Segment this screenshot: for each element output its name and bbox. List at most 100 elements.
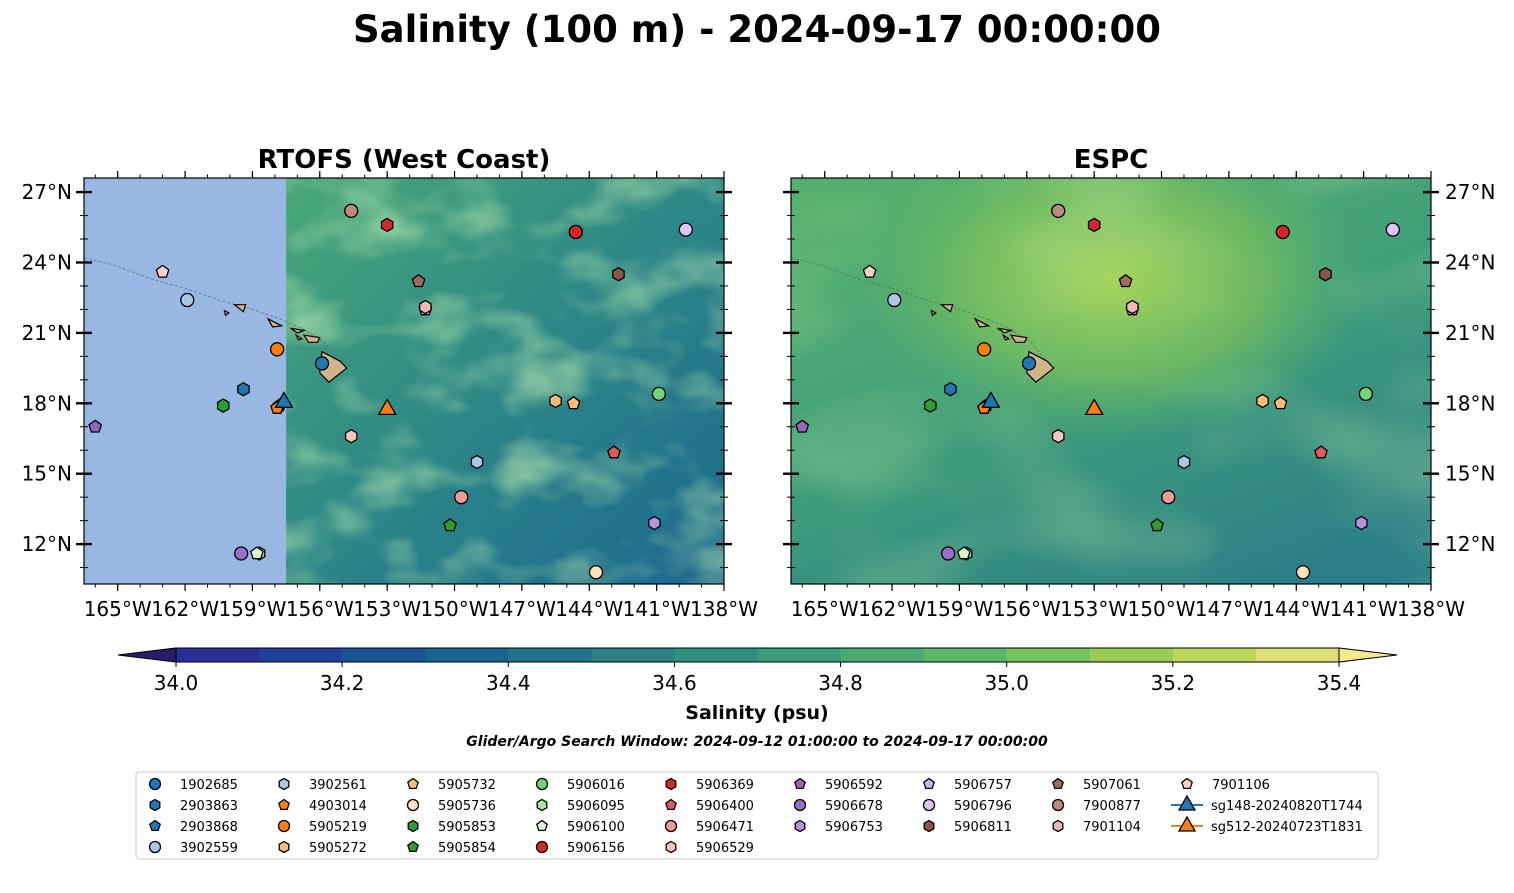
float-5906400-espc	[1314, 445, 1328, 459]
colorbar-bin	[1255, 648, 1340, 662]
legend-label: 2903863	[180, 799, 238, 814]
float-5905272-rtofs	[549, 393, 562, 409]
legend-marker-5906811	[923, 819, 935, 833]
lon-tick-label: 141°W	[1330, 597, 1398, 621]
colorbar-bin	[1006, 648, 1091, 662]
legend-label: 5906471	[696, 820, 754, 835]
legend-marker-5905272	[278, 840, 290, 854]
legend-label: 7901104	[1083, 820, 1141, 835]
glider-sg148-20240820T1744-espc	[981, 391, 1001, 408]
float-5906471-rtofs	[454, 490, 469, 505]
colorbar-outline	[175, 647, 1340, 663]
colorbar-high-extension	[1338, 647, 1398, 663]
legend-label: 3902559	[180, 841, 238, 856]
float-5906369-espc	[1087, 217, 1101, 233]
float-5905853-rtofs	[216, 398, 230, 413]
legend-marker-3902561	[278, 777, 290, 791]
lon-tick-label: 141°W	[623, 597, 691, 621]
legend-marker-5905219	[277, 819, 291, 833]
legend-marker-7900877	[1051, 798, 1065, 812]
lat-tick-label: 18°N	[1445, 391, 1495, 415]
legend-label: 5905219	[309, 820, 367, 835]
float-5906369-rtofs	[380, 217, 394, 233]
float-5906100-espc	[956, 546, 971, 560]
lat-tick-label: 24°N	[1445, 250, 1495, 274]
legend-label: 5906095	[567, 799, 625, 814]
search-window-note: Glider/Argo Search Window: 2024-09-12 01…	[466, 734, 1048, 750]
bathymetry-contour	[790, 257, 1052, 369]
float-5906811-espc	[1319, 266, 1332, 282]
legend-frame	[135, 771, 1379, 860]
legend-marker-5905732	[407, 777, 419, 790]
legend-marker-7901104	[1052, 819, 1064, 833]
legend-marker-5906471	[664, 819, 678, 833]
colorbar-bin	[508, 648, 592, 662]
legend-label: 5906811	[954, 820, 1012, 835]
legend-label: 5906529	[696, 841, 754, 856]
float-5906678-espc	[941, 546, 956, 561]
bathymetry-contour	[83, 257, 345, 369]
colorbar-bin	[674, 648, 758, 662]
island-1	[302, 334, 321, 343]
colorbar-tick-label: 35.4	[1317, 671, 1362, 695]
lat-tick-label: 18°N	[22, 391, 72, 415]
legend-marker-5906592	[794, 777, 806, 790]
glider-sg148-20240820T1744-rtofs	[274, 391, 294, 408]
lon-tick-label: 153°W	[1060, 597, 1128, 621]
legend-label: 4903014	[309, 799, 367, 814]
float-7901104-espc	[1126, 299, 1139, 315]
lon-tick-label: 153°W	[353, 597, 421, 621]
salinity-colorbar: 34.0 34.2 34.4 34.6 34.8 35.0 35.2 35.4	[117, 647, 1398, 695]
lat-tick-label: 21°N	[22, 321, 72, 345]
colorbar-tick-label: 35.2	[1151, 671, 1196, 695]
float-5906529-rtofs	[344, 428, 358, 444]
float-2903863-espc	[944, 381, 957, 397]
colorbar-bin	[840, 648, 925, 662]
legend-marker-sg148-20240820T1744	[1177, 794, 1197, 811]
glider-sg512-20240723T1831-rtofs	[377, 398, 397, 416]
lon-tick-label: 165°W	[791, 597, 859, 621]
float-5906471-espc	[1161, 490, 1176, 505]
right-panel-title: ESPC	[1074, 145, 1149, 175]
float-5906753-espc	[1355, 515, 1368, 531]
legend-label: 5905736	[438, 799, 496, 814]
legend-marker-5906400	[665, 798, 677, 811]
lon-tick-label: 144°W	[555, 597, 623, 621]
island-6	[1001, 333, 1011, 341]
lon-tick-label: 165°W	[84, 597, 152, 621]
legend-marker-5906016	[535, 777, 549, 791]
float-5905732-espc	[1273, 395, 1288, 410]
float-5906400-rtofs	[607, 445, 621, 459]
lon-tick-label: 147°W	[1195, 597, 1263, 621]
rtofs-axes: 165°W 162°W 159°W 156°W 153°W 150°W 147°W 144°W…	[22, 171, 758, 621]
legend-label: sg148-20240820T1744	[1211, 799, 1363, 814]
island-6	[294, 333, 304, 341]
float-5905272-espc	[1256, 393, 1269, 409]
float-5905736-espc	[1295, 565, 1311, 580]
float-5906016-espc	[1358, 386, 1374, 402]
island-4	[232, 304, 247, 313]
legend-marker-1902685	[148, 777, 162, 791]
legend-label: 5906369	[696, 778, 754, 793]
legend-label: 5906592	[825, 778, 883, 793]
espc-observations	[795, 203, 1400, 580]
rtofs-observations	[88, 203, 693, 580]
legend-marker-5905853	[407, 819, 419, 833]
lon-tick-label: 150°W	[421, 597, 489, 621]
lon-tick-label: 162°W	[858, 597, 926, 621]
lat-tick-label: 27°N	[1445, 180, 1495, 204]
float-5905736-rtofs	[588, 565, 604, 580]
espc-texture	[791, 178, 1431, 584]
float-3902561-rtofs	[470, 454, 484, 470]
rtofs-map: 165°W 162°W 159°W 156°W 153°W 150°W 147°W 144°W…	[22, 171, 758, 621]
legend-marker-5906796	[922, 798, 936, 812]
legend-label: 7901106	[1212, 778, 1270, 793]
float-7901106-rtofs	[155, 264, 170, 278]
float-5906156-espc	[1275, 224, 1290, 240]
lon-tick-label: 159°W	[218, 597, 286, 621]
float-5905853-espc	[923, 398, 937, 413]
legend-label: 1902685	[180, 778, 238, 793]
colorbar-bin	[757, 648, 842, 662]
legend-marker-5907061	[1052, 777, 1064, 790]
